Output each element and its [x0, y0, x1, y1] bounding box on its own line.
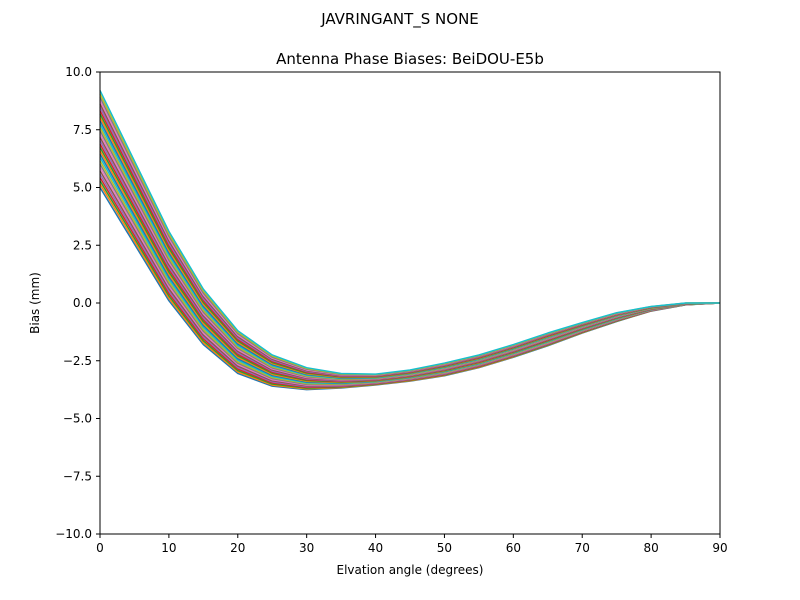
y-tick-label: 10.0 — [65, 65, 92, 79]
x-tick-label: 20 — [230, 541, 245, 555]
x-tick-label: 40 — [368, 541, 383, 555]
x-tick-label: 80 — [643, 541, 658, 555]
y-tick-label: −10.0 — [55, 527, 92, 541]
y-axis: −10.0 −7.5 −5.0 −2.5 0.0 2.5 5.0 7.5 10.0 — [55, 65, 100, 541]
x-tick-label: 0 — [96, 541, 104, 555]
y-tick-label: 0.0 — [73, 296, 92, 310]
y-tick-label: −2.5 — [63, 354, 92, 368]
x-tick-label: 60 — [506, 541, 521, 555]
figure-suptitle: JAVRINGANT_S NONE — [320, 10, 479, 29]
series-layer — [99, 90, 721, 391]
plot-area — [99, 71, 721, 535]
y-tick-label: 2.5 — [73, 238, 92, 252]
x-tick-label: 70 — [575, 541, 590, 555]
series-line — [99, 90, 720, 375]
chart-title: Antenna Phase Biases: BeiDOU-E5b — [276, 50, 544, 68]
y-tick-label: 5.0 — [73, 181, 92, 195]
x-tick-label: 90 — [712, 541, 727, 555]
x-tick-label: 10 — [161, 541, 176, 555]
y-tick-label: 7.5 — [73, 123, 92, 137]
x-axis-label: Elvation angle (degrees) — [337, 563, 484, 577]
x-axis: 0 10 20 30 40 50 60 70 80 90 — [96, 534, 728, 555]
y-tick-label: −5.0 — [63, 412, 92, 426]
x-tick-label: 30 — [299, 541, 314, 555]
y-axis-label: Bias (mm) — [28, 272, 42, 334]
y-tick-label: −7.5 — [63, 469, 92, 483]
x-tick-label: 50 — [437, 541, 452, 555]
